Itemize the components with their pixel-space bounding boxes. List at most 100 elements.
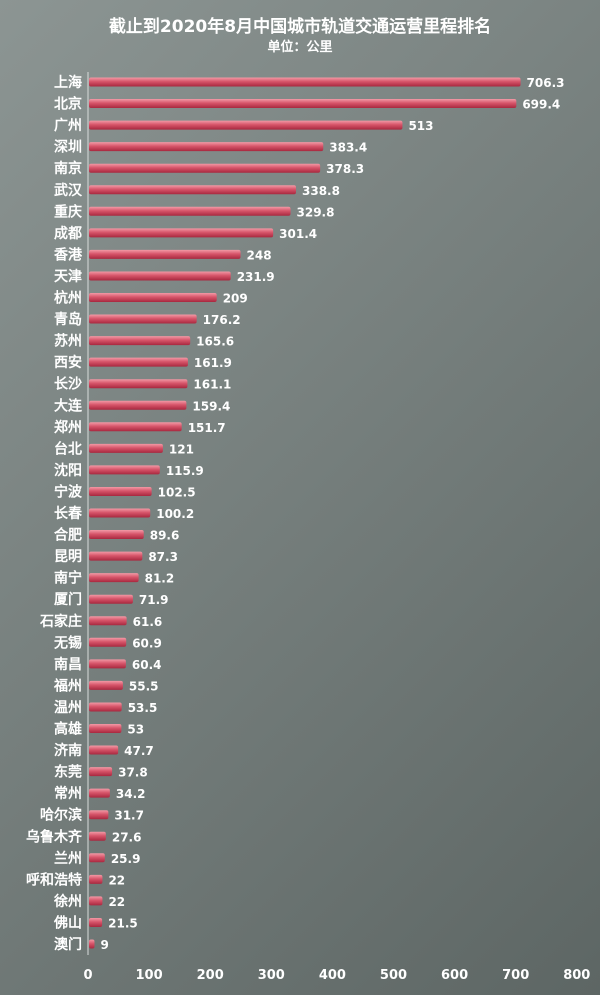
category-label: 兰州	[54, 850, 82, 867]
category-label: 香港	[53, 246, 83, 263]
x-tick-label: 700	[502, 968, 529, 983]
data-label: 102.5	[158, 485, 196, 499]
category-label: 大连	[54, 397, 83, 414]
bar	[89, 530, 144, 540]
data-label: 53	[127, 723, 144, 737]
category-label: 乌鲁木齐	[26, 828, 83, 845]
data-label: 61.6	[133, 615, 163, 629]
bar	[89, 249, 241, 259]
data-label: 71.9	[139, 593, 169, 607]
category-label: 徐州	[53, 893, 82, 910]
category-label: 南宁	[54, 570, 82, 587]
category-label: 上海	[54, 74, 82, 91]
category-label: 石家庄	[39, 613, 82, 630]
x-tick-label: 300	[258, 968, 285, 983]
data-label: 301.4	[279, 227, 317, 241]
data-label: 37.8	[118, 766, 148, 780]
data-label: 47.7	[124, 744, 154, 758]
category-label: 北京	[54, 96, 82, 113]
category-label: 沈阳	[54, 462, 82, 479]
data-label: 151.7	[188, 421, 226, 435]
data-label: 21.5	[108, 916, 138, 930]
data-label: 100.2	[156, 507, 194, 521]
bar	[89, 831, 106, 841]
bar	[89, 293, 217, 302]
category-label: 高雄	[54, 721, 82, 738]
data-label: 248	[247, 248, 272, 262]
data-label: 81.2	[145, 572, 175, 586]
bar	[89, 810, 109, 820]
chart-title: 截止到2020年8月中国城市轨道交通运营里程排名	[108, 17, 492, 37]
bar	[89, 659, 126, 669]
data-label: 159.4	[192, 399, 230, 413]
bar	[89, 939, 95, 949]
bar	[89, 486, 152, 496]
category-label: 广州	[54, 117, 82, 134]
chart-subtitle: 单位：公里	[267, 40, 333, 55]
category-label: 东莞	[54, 764, 82, 781]
bar	[89, 788, 110, 798]
x-tick-label: 0	[83, 968, 92, 983]
bar	[89, 680, 123, 690]
x-tick-label: 200	[197, 968, 224, 983]
category-label: 青岛	[54, 311, 82, 328]
category-label: 常州	[54, 785, 82, 802]
data-label: 165.6	[196, 335, 234, 349]
bar	[89, 77, 521, 87]
category-label: 天津	[54, 268, 82, 285]
bar	[89, 853, 105, 863]
category-label: 武汉	[54, 182, 83, 199]
data-label: 9	[100, 938, 108, 952]
data-label: 60.4	[132, 658, 162, 672]
data-label: 89.6	[150, 529, 180, 543]
category-label: 济南	[54, 742, 82, 759]
bar	[89, 702, 122, 712]
data-label: 115.9	[166, 464, 204, 478]
category-label: 佛山	[53, 914, 82, 931]
x-tick-label: 100	[136, 968, 163, 983]
category-label: 昆明	[54, 549, 82, 565]
category-label: 西安	[54, 354, 82, 371]
data-label: 25.9	[111, 852, 141, 866]
bar	[89, 465, 160, 475]
data-label: 87.3	[148, 550, 178, 564]
bar	[89, 443, 163, 453]
data-label: 231.9	[237, 270, 275, 284]
data-label: 34.2	[116, 787, 146, 801]
category-label: 南京	[54, 160, 82, 177]
data-label: 161.1	[193, 378, 231, 392]
bar	[89, 767, 113, 777]
category-label: 重庆	[54, 203, 82, 220]
bar	[89, 163, 321, 173]
data-label: 22	[108, 873, 125, 887]
x-tick-label: 400	[319, 968, 346, 983]
data-label: 706.3	[527, 76, 565, 90]
data-label: 27.6	[112, 830, 142, 844]
bar	[89, 400, 187, 410]
bar	[89, 422, 182, 432]
bar	[89, 271, 231, 281]
category-label: 合肥	[54, 527, 82, 544]
bar	[89, 573, 139, 583]
bar	[89, 314, 197, 324]
bar	[89, 99, 517, 109]
category-label: 宁波	[54, 483, 83, 500]
category-label: 成都	[54, 225, 82, 242]
bar	[89, 917, 103, 927]
category-label: 台北	[54, 440, 82, 457]
data-label: 383.4	[329, 141, 367, 155]
data-label: 378.3	[326, 162, 364, 176]
data-label: 55.5	[129, 679, 159, 693]
bar	[89, 896, 103, 906]
x-tick-label: 500	[380, 968, 407, 983]
category-label: 福州	[53, 677, 82, 694]
category-label: 澳门	[54, 936, 82, 953]
bar	[89, 616, 127, 626]
bar	[89, 379, 188, 389]
data-label: 22	[108, 895, 125, 909]
x-tick-label: 600	[441, 968, 468, 983]
data-label: 329.8	[297, 205, 335, 219]
data-label: 176.2	[203, 313, 241, 327]
